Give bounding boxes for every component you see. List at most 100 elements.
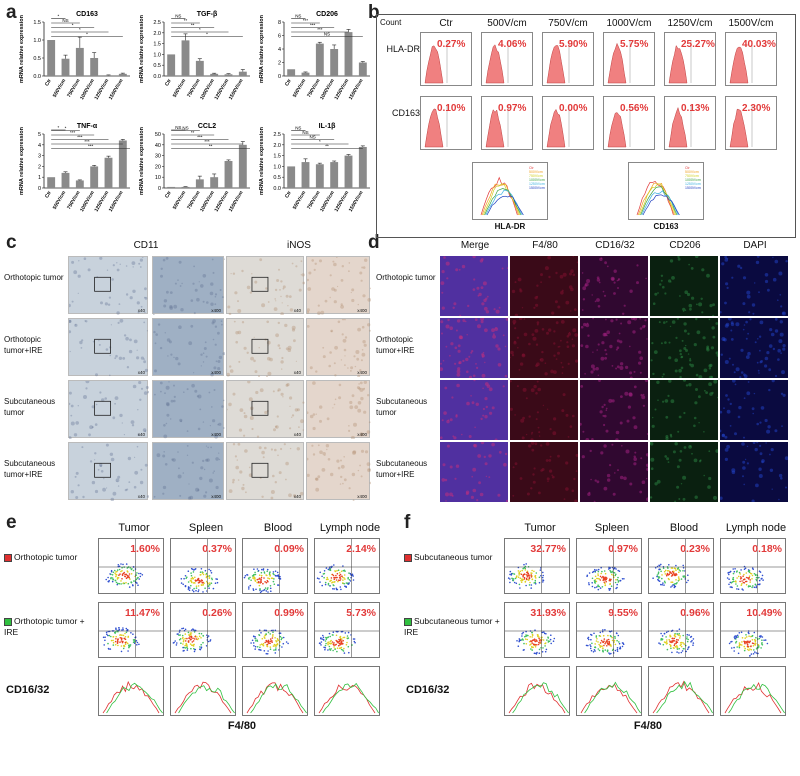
event-dot — [666, 648, 669, 651]
ihc-nucleus — [352, 450, 357, 454]
event-dot — [332, 649, 334, 652]
if-cell-dot — [568, 331, 571, 334]
event-dot — [682, 570, 684, 572]
event-dot — [732, 576, 735, 579]
if-cell-dot — [565, 461, 569, 465]
ihc-nucleus — [166, 338, 171, 342]
event-dot — [333, 578, 336, 581]
ihc-nucleus — [112, 491, 117, 496]
ihc-nucleus — [165, 257, 169, 260]
event-dot — [677, 567, 679, 570]
if-cell-dot — [768, 388, 771, 392]
if-cell-dot — [695, 388, 698, 391]
if-cell-dot — [526, 492, 530, 496]
event-dot — [607, 643, 610, 646]
event-dot — [258, 629, 261, 631]
ihc-nucleus — [300, 498, 302, 500]
event-dot — [754, 574, 757, 576]
event-dot — [110, 577, 112, 580]
event-dot — [663, 584, 665, 586]
b-column-label: 1250V/cm — [667, 18, 713, 29]
b-percent: 40.03% — [742, 39, 776, 50]
event-dot — [320, 641, 323, 643]
event-dot — [669, 635, 671, 638]
event-dot — [127, 571, 129, 573]
ihc-nucleus — [164, 332, 166, 334]
ihc-nucleus — [81, 446, 84, 449]
event-dot — [621, 642, 624, 644]
event-dot — [678, 579, 681, 581]
if-cell-dot — [629, 289, 633, 293]
event-dot — [668, 570, 670, 572]
event-dot — [114, 572, 116, 575]
ihc-texture — [69, 319, 149, 377]
d-row-label: Orthotopic tumor+IRE — [376, 335, 415, 355]
flow-dot-plot: 0.09% — [242, 538, 308, 594]
if-cell-dot — [450, 342, 454, 346]
if-cell-dot — [470, 495, 474, 499]
if-cell-dot — [554, 300, 558, 304]
if-cell-dot — [708, 382, 712, 387]
if-cell-dot — [472, 256, 476, 259]
ihc-nucleus — [319, 419, 322, 423]
event-dot — [587, 637, 589, 640]
event-dot — [534, 581, 537, 584]
event-dot — [614, 637, 616, 639]
ihc-nucleus — [249, 416, 254, 420]
if-cell-dot — [485, 405, 488, 409]
if-cell-dot — [743, 324, 746, 326]
event-dot — [177, 633, 179, 635]
ihc-nucleus — [180, 308, 184, 312]
c-ihc-high-mag: x400 — [306, 318, 371, 377]
if-cell-dot — [480, 318, 485, 321]
event-dot — [199, 571, 202, 573]
ihc-nucleus — [315, 487, 320, 492]
y-tick-label: 3 — [38, 154, 41, 160]
ihc-nucleus — [358, 383, 360, 385]
overlay-legend-item: 1250V/cm — [529, 182, 545, 186]
event-dot — [336, 572, 339, 575]
if-cell-dot — [563, 498, 566, 500]
event-dot — [279, 577, 281, 580]
event-dot — [340, 630, 343, 633]
event-dot — [252, 588, 254, 590]
event-dot — [531, 633, 534, 636]
event-dot — [122, 645, 125, 647]
y-tick-label: 4 — [38, 143, 41, 149]
if-cell-dot — [620, 322, 623, 325]
if-cell-dot — [587, 334, 590, 337]
if-cell-dot — [486, 384, 491, 388]
event-dot — [682, 564, 684, 567]
event-dot — [744, 641, 747, 643]
ihc-nucleus — [349, 405, 354, 410]
ihc-nucleus — [351, 288, 355, 292]
event-dot — [619, 646, 622, 648]
event-dot — [324, 583, 327, 586]
event-dot — [193, 587, 195, 590]
if-cell-dot — [597, 374, 599, 376]
event-dot — [687, 638, 689, 641]
event-dot — [753, 586, 756, 589]
ihc-nucleus — [343, 456, 345, 458]
event-dot — [748, 576, 750, 579]
if-cell-dot — [720, 496, 723, 500]
event-dot — [738, 632, 741, 634]
ihc-nucleus — [141, 257, 144, 258]
if-cell-dot — [476, 366, 479, 369]
if-cell-dot — [492, 334, 496, 339]
ihc-nucleus — [144, 368, 149, 373]
event-dot — [269, 642, 271, 645]
event-dot — [738, 645, 740, 648]
bar — [181, 186, 190, 188]
if-cell-dot — [746, 462, 749, 465]
event-dot — [275, 575, 277, 577]
if-cell-dot — [603, 414, 607, 418]
if-cell-dot — [600, 356, 605, 361]
ihc-texture — [153, 257, 225, 315]
ihc-nucleus — [349, 400, 353, 405]
b-percent: 4.06% — [498, 39, 527, 50]
if-cell-dot — [611, 399, 615, 403]
ihc-nucleus — [166, 403, 170, 407]
if-cell-dot — [505, 499, 508, 502]
event-dot — [121, 641, 124, 644]
